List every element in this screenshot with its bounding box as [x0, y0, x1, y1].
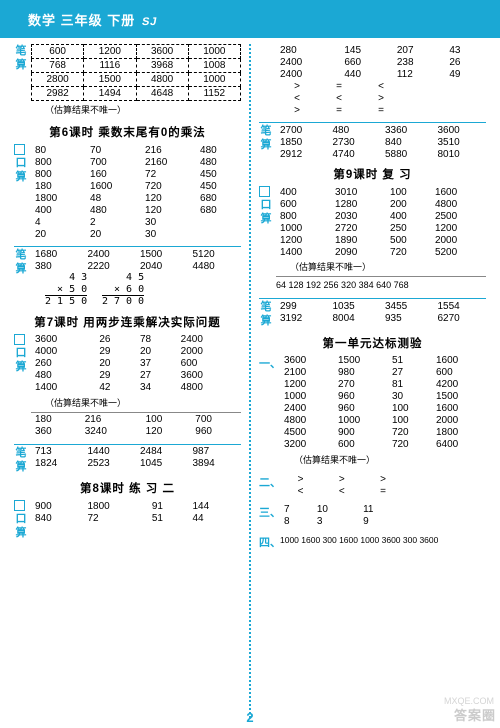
sec7-kousuan-table: 360026782400 400029202000 2602037600 480…	[31, 334, 241, 394]
sec9-kousuan-table: 40030101001600 60012802004800 8002030400…	[276, 186, 486, 258]
sec6-bisuan: 笔算 1680240015005120 380222020404480 4 3×…	[14, 248, 241, 308]
three-label: 三、	[259, 504, 277, 528]
column-divider	[249, 44, 251, 718]
sec6-kousuan-table: 8070216480 8007002160480 80016072450 180…	[31, 144, 241, 240]
bisuan-label: 笔算	[14, 44, 28, 118]
unit-two-table: >>> <<=	[280, 474, 404, 498]
sec9-title: 第9课时 复 习	[259, 166, 486, 182]
page-number: 2	[246, 710, 253, 725]
one-label: 一、	[259, 355, 277, 468]
sec7-bisuan: 笔算 71314402484987 1824252310453894	[14, 446, 241, 475]
sec9-kousuan: 口算 40030101001600 60012802004800 8002030…	[259, 186, 486, 292]
intro-note: （估算结果不唯一）	[31, 101, 241, 118]
sec6-bisuan-table: 1680240015005120 380222020404480	[31, 248, 241, 272]
sec9-bisuan-table: 299103534551554 319280049356270	[276, 300, 486, 324]
sec9-note: （估算结果不唯一）	[276, 258, 486, 275]
bisuan-label2: 笔算	[14, 248, 28, 308]
sec8-title: 第8课时 练 习 二	[14, 480, 241, 496]
unit-three-table: 71011 839	[280, 504, 404, 528]
kousuan-label-r: 口算	[259, 186, 273, 292]
sec9-line: 64 128 192 256 320 384 640 768	[276, 278, 486, 292]
right-top-table: 28014520743 240066023826 240044011249	[276, 44, 486, 80]
kousuan-label3: 口算	[14, 500, 28, 541]
unit-four: 四、 1000 1600 300 1600 1000 3600 300 3600	[259, 534, 486, 550]
right-top: 28014520743 240066023826 240044011249 >=…	[259, 44, 486, 116]
sec7-kousuan-table2: 180216100700 3603240120960	[31, 414, 241, 438]
kousuan-label2: 口算	[14, 334, 28, 438]
intro-bisuan-block: 笔算 600120036001000 768111639681008 28001…	[14, 44, 241, 118]
unit-one-table: 36001500511600 210098027600 120027081420…	[280, 355, 486, 451]
sec6-kousuan: 口算 8070216480 8007002160480 80016072450 …	[14, 144, 241, 240]
mult-1: 4 3× 5 02 1 5 0	[45, 272, 87, 308]
sec9-bisuan: 笔算 299103534551554 319280049356270	[259, 300, 486, 329]
kousuan-label: 口算	[14, 144, 28, 240]
sec6-title: 第6课时 乘数末尾有0的乘法	[14, 124, 241, 140]
sec7-title: 第7课时 用两步连乘解决实际问题	[14, 314, 241, 330]
unit-four-line: 1000 1600 300 1600 1000 3600 300 3600	[277, 534, 486, 550]
header-title: 数学 三年级 下册	[28, 13, 135, 28]
intro-bisuan-table: 600120036001000 768111639681008 28001500…	[31, 44, 241, 101]
sec7-kousuan: 口算 360026782400 400029202000 2602037600 …	[14, 334, 241, 438]
unit-three: 三、 71011 839	[259, 504, 486, 528]
bisuan-label-r2: 笔算	[259, 300, 273, 329]
sec7-bisuan-table: 71314402484987 1824252310453894	[31, 446, 241, 470]
right-top-compare: >=< <<> >==	[276, 80, 402, 116]
sec7-note: （估算结果不唯一）	[31, 394, 241, 411]
content: 笔算 600120036001000 768111639681008 28001…	[0, 38, 500, 718]
sec8-kousuan: 口算 900180091144 840725144	[14, 500, 241, 541]
page-header: 数学 三年级 下册 SJ	[0, 0, 500, 38]
right-bisuan: 笔算 270048033603600 185027308403510 29124…	[259, 124, 486, 160]
mult-2: 4 5× 6 02 7 0 0	[102, 272, 144, 308]
sec8-kousuan-table: 900180091144 840725144	[31, 500, 241, 524]
two-label: 二、	[259, 474, 277, 498]
left-column: 笔算 600120036001000 768111639681008 28001…	[8, 44, 247, 718]
right-bisuan-table: 270048033603600 185027308403510 29124740…	[276, 124, 486, 160]
header-suffix: SJ	[141, 16, 159, 28]
unit-one: 一、 36001500511600 210098027600 120027081…	[259, 355, 486, 468]
four-label: 四、	[259, 534, 277, 550]
unit-two: 二、 >>> <<=	[259, 474, 486, 498]
bisuan-label3: 笔算	[14, 446, 28, 475]
unit-one-note: （估算结果不唯一）	[280, 451, 486, 468]
watermark-icon: 答案圈	[454, 705, 496, 724]
unit-title: 第一单元达标测验	[259, 335, 486, 351]
bisuan-label-r: 笔算	[259, 124, 273, 160]
right-column: 28014520743 240066023826 240044011249 >=…	[253, 44, 492, 718]
